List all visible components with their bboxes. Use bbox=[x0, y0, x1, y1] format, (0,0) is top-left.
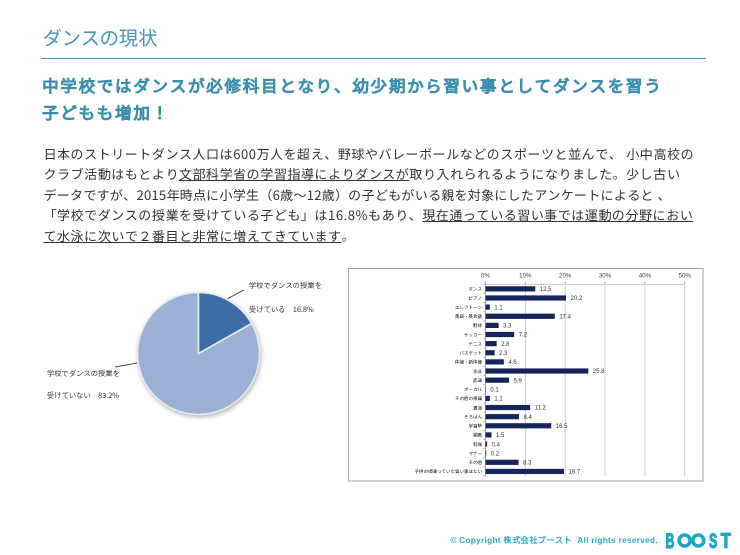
svg-text:ボーカル: ボーカル bbox=[464, 387, 482, 393]
svg-text:その他の楽器: その他の楽器 bbox=[455, 395, 482, 402]
svg-text:8.4: 8.4 bbox=[523, 415, 532, 421]
svg-text:サッカー: サッカー bbox=[464, 332, 482, 338]
svg-text:3.3: 3.3 bbox=[503, 324, 512, 330]
svg-text:1.5: 1.5 bbox=[496, 433, 505, 439]
svg-text:2.8: 2.8 bbox=[501, 342, 510, 348]
svg-text:テニス: テニス bbox=[469, 341, 483, 347]
svg-text:S: S bbox=[709, 530, 717, 552]
svg-text:ダンス: ダンス bbox=[469, 287, 483, 293]
svg-text:B: B bbox=[666, 530, 675, 552]
svg-text:0%: 0% bbox=[481, 272, 490, 279]
svg-text:水泳: 水泳 bbox=[472, 369, 482, 375]
svg-text:子供の頃通っていた習い事はない: 子供の頃通っていた習い事はない bbox=[415, 468, 483, 475]
svg-text:絵画: 絵画 bbox=[473, 432, 482, 439]
svg-text:0.4: 0.4 bbox=[492, 442, 501, 448]
svg-text:料理: 料理 bbox=[473, 441, 482, 448]
svg-text:学習塾: 学習塾 bbox=[469, 424, 483, 430]
svg-text:野球: 野球 bbox=[473, 323, 482, 329]
svg-text:1.1: 1.1 bbox=[494, 397, 503, 403]
svg-text:7.2: 7.2 bbox=[519, 333, 528, 339]
svg-text:0.1: 0.1 bbox=[490, 387, 499, 393]
svg-text:11.2: 11.2 bbox=[535, 406, 547, 412]
svg-text:25.8: 25.8 bbox=[593, 369, 605, 375]
svg-text:16.5: 16.5 bbox=[556, 424, 568, 430]
svg-text:19.7: 19.7 bbox=[569, 470, 581, 476]
svg-text:武道: 武道 bbox=[472, 378, 483, 384]
svg-text:体操・新体操: 体操・新体操 bbox=[454, 360, 482, 366]
svg-text:5.9: 5.9 bbox=[514, 378, 523, 384]
svg-text:マナー: マナー bbox=[469, 451, 483, 457]
svg-text:8.3: 8.3 bbox=[523, 461, 532, 467]
svg-text:1.1: 1.1 bbox=[494, 305, 503, 311]
svg-text:50%: 50% bbox=[679, 272, 692, 279]
svg-text:4.6: 4.6 bbox=[508, 360, 517, 366]
svg-text:17.4: 17.4 bbox=[559, 314, 571, 320]
svg-text:40%: 40% bbox=[639, 272, 652, 279]
svg-text:0.2: 0.2 bbox=[491, 451, 500, 457]
svg-text:20%: 20% bbox=[559, 272, 572, 279]
svg-text:英語・英会話: 英語・英会話 bbox=[454, 314, 482, 320]
svg-text:30%: 30% bbox=[599, 272, 612, 279]
svg-text:エレクトーン: エレクトーン bbox=[455, 305, 482, 311]
svg-text:20.2: 20.2 bbox=[571, 296, 583, 302]
svg-text:バスケット: バスケット bbox=[460, 351, 483, 357]
svg-text:12.5: 12.5 bbox=[540, 287, 552, 293]
svg-text:そろばん: そろばん bbox=[464, 413, 482, 420]
svg-text:10%: 10% bbox=[519, 272, 532, 279]
svg-text:ピアノ: ピアノ bbox=[469, 296, 483, 302]
svg-text:書道: 書道 bbox=[473, 405, 483, 411]
svg-text:2.3: 2.3 bbox=[499, 351, 508, 357]
svg-text:その他: その他 bbox=[469, 460, 483, 466]
